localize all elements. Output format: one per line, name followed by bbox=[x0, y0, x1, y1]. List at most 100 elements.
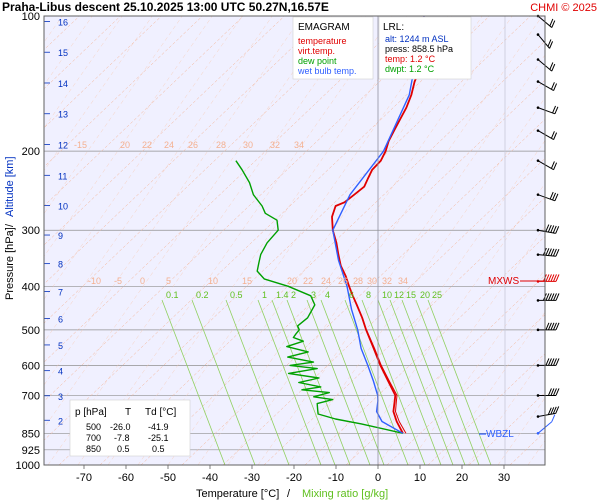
mixing-ratio-label: 8 bbox=[366, 290, 371, 300]
legend-temperature: temperature bbox=[298, 36, 347, 46]
wind-barb-staff bbox=[537, 229, 556, 234]
moist-adiabat-line bbox=[197, 16, 513, 465]
legend-wet-bulb: wet bulb temp. bbox=[297, 66, 357, 76]
mixing-ratio-line bbox=[306, 299, 371, 465]
wind-barb-flag bbox=[553, 358, 557, 366]
dry-adiabat-line bbox=[44, 16, 162, 129]
wind-barb-flag bbox=[551, 414, 556, 422]
altitude-tick-label: 6 bbox=[58, 315, 63, 325]
table-cell: -7.8 bbox=[114, 433, 130, 443]
x-tick-label: -70 bbox=[76, 472, 92, 484]
mixing-ratio-line bbox=[225, 299, 290, 465]
wind-barb-flag bbox=[555, 358, 560, 366]
series-line-virt-temp- bbox=[366, 329, 407, 434]
mixing-ratio-label: 3 bbox=[311, 290, 316, 300]
wind-barb bbox=[536, 80, 558, 92]
wind-barb-flag bbox=[555, 293, 560, 301]
x-tick-label: 10 bbox=[414, 472, 426, 484]
wind-barb-base bbox=[536, 228, 540, 232]
wind-barb-flag bbox=[547, 224, 552, 233]
wind-barb-base bbox=[536, 80, 540, 83]
x-tick-label: -60 bbox=[118, 472, 134, 484]
moist-adiabat-line bbox=[467, 354, 545, 465]
plot-frame bbox=[43, 15, 546, 466]
wind-barb bbox=[536, 406, 560, 418]
table-header-temperature: T bbox=[125, 407, 131, 418]
moist-adiabat-label: -10 bbox=[88, 276, 101, 286]
wind-barb bbox=[536, 224, 560, 234]
x-tick-label: 20 bbox=[456, 472, 468, 484]
moist-adiabat-line bbox=[107, 16, 423, 465]
wind-barb-flag bbox=[547, 322, 552, 331]
moist-adiabat-label: -5 bbox=[114, 276, 122, 286]
dry-adiabat-line bbox=[140, 79, 545, 465]
wind-barb-flag bbox=[547, 274, 552, 282]
chart-title: Praha-Libus descent 25.10.2025 13:00 UTC… bbox=[2, 0, 329, 14]
wind-barb-flag bbox=[545, 274, 550, 282]
table-cell: 0.5 bbox=[152, 444, 165, 454]
x-tick-label: 0 bbox=[375, 472, 381, 484]
mixing-ratio-line bbox=[286, 299, 351, 465]
sounding-table bbox=[69, 399, 191, 457]
altitude-tick-label: 14 bbox=[58, 79, 68, 89]
wind-barb-flag bbox=[549, 191, 554, 200]
mixing-ratio-label: 0.1 bbox=[166, 290, 179, 300]
table-cell: 700 bbox=[86, 433, 101, 443]
dry-adiabat-line bbox=[222, 157, 545, 465]
wind-barb-flag bbox=[550, 293, 555, 301]
altitude-tick-label: 5 bbox=[58, 341, 63, 351]
dry-adiabat-line bbox=[44, 16, 367, 324]
mixing-ratio-line bbox=[415, 299, 480, 465]
moist-adiabat-line bbox=[44, 16, 333, 429]
dry-adiabat-label: 22 bbox=[142, 140, 152, 150]
wind-barb-flag bbox=[555, 274, 560, 282]
moist-adiabat-line bbox=[0, 16, 2, 465]
wind-barb-flag bbox=[550, 225, 555, 233]
wind-barb bbox=[536, 322, 560, 332]
dry-adiabat-label: 28 bbox=[216, 140, 226, 150]
altitude-tick-label: 7 bbox=[58, 287, 63, 297]
wind-barb-flag bbox=[553, 388, 557, 396]
wind-barb-staff bbox=[537, 254, 556, 257]
mxws-marker-label: MXWS bbox=[488, 276, 519, 287]
y-tick-label: 200 bbox=[22, 146, 40, 158]
wind-barb-flag bbox=[554, 106, 559, 115]
wind-barb-staff bbox=[537, 412, 556, 418]
mixing-ratio-line bbox=[257, 299, 322, 465]
wind-barb bbox=[536, 129, 558, 141]
moist-adiabat-line bbox=[317, 140, 545, 465]
table-cell: -41.9 bbox=[148, 422, 169, 432]
moist-adiabat-line bbox=[588, 16, 600, 465]
wind-barbs bbox=[536, 14, 560, 435]
dry-adiabat-line bbox=[44, 16, 285, 246]
legend-virtual-temperature: virt.temp. bbox=[298, 46, 335, 56]
dry-adiabat-label: 32 bbox=[270, 140, 280, 150]
mixing-ratio-line bbox=[344, 299, 409, 465]
mixing-ratio-label: 20 bbox=[420, 290, 430, 300]
moist-adiabat-line bbox=[44, 16, 153, 172]
dry-adiabat-label: -15 bbox=[74, 140, 87, 150]
moist-adiabat-label: 20 bbox=[287, 276, 297, 286]
wind-barb-flag bbox=[547, 358, 552, 366]
mixing-ratio-line bbox=[401, 299, 466, 465]
wind-barb-flag bbox=[549, 41, 554, 49]
table-header-pressure: p [hPa] bbox=[75, 407, 107, 418]
moist-adiabat-line bbox=[44, 16, 243, 300]
dry-adiabat-line bbox=[44, 16, 408, 363]
y-tick-label: 850 bbox=[22, 428, 40, 440]
wind-barb-flag bbox=[552, 192, 557, 201]
mixing-ratio-line bbox=[271, 299, 336, 465]
series-line-dew-point bbox=[235, 160, 404, 434]
mixing-ratio-label: 0.5 bbox=[230, 290, 243, 300]
dry-adiabat-line bbox=[58, 16, 531, 465]
wind-barb-base bbox=[536, 415, 540, 418]
wind-barb-flag bbox=[555, 226, 560, 234]
wind-barb-flag bbox=[554, 193, 559, 202]
wind-barb-flag bbox=[551, 63, 556, 72]
moist-adiabat-label: 24 bbox=[321, 276, 331, 286]
lrl-altitude: alt: 1244 m ASL bbox=[385, 34, 449, 44]
moist-adiabat-line bbox=[137, 16, 453, 465]
x-tick-label: 30 bbox=[498, 472, 510, 484]
x-tick-label: -50 bbox=[160, 472, 176, 484]
